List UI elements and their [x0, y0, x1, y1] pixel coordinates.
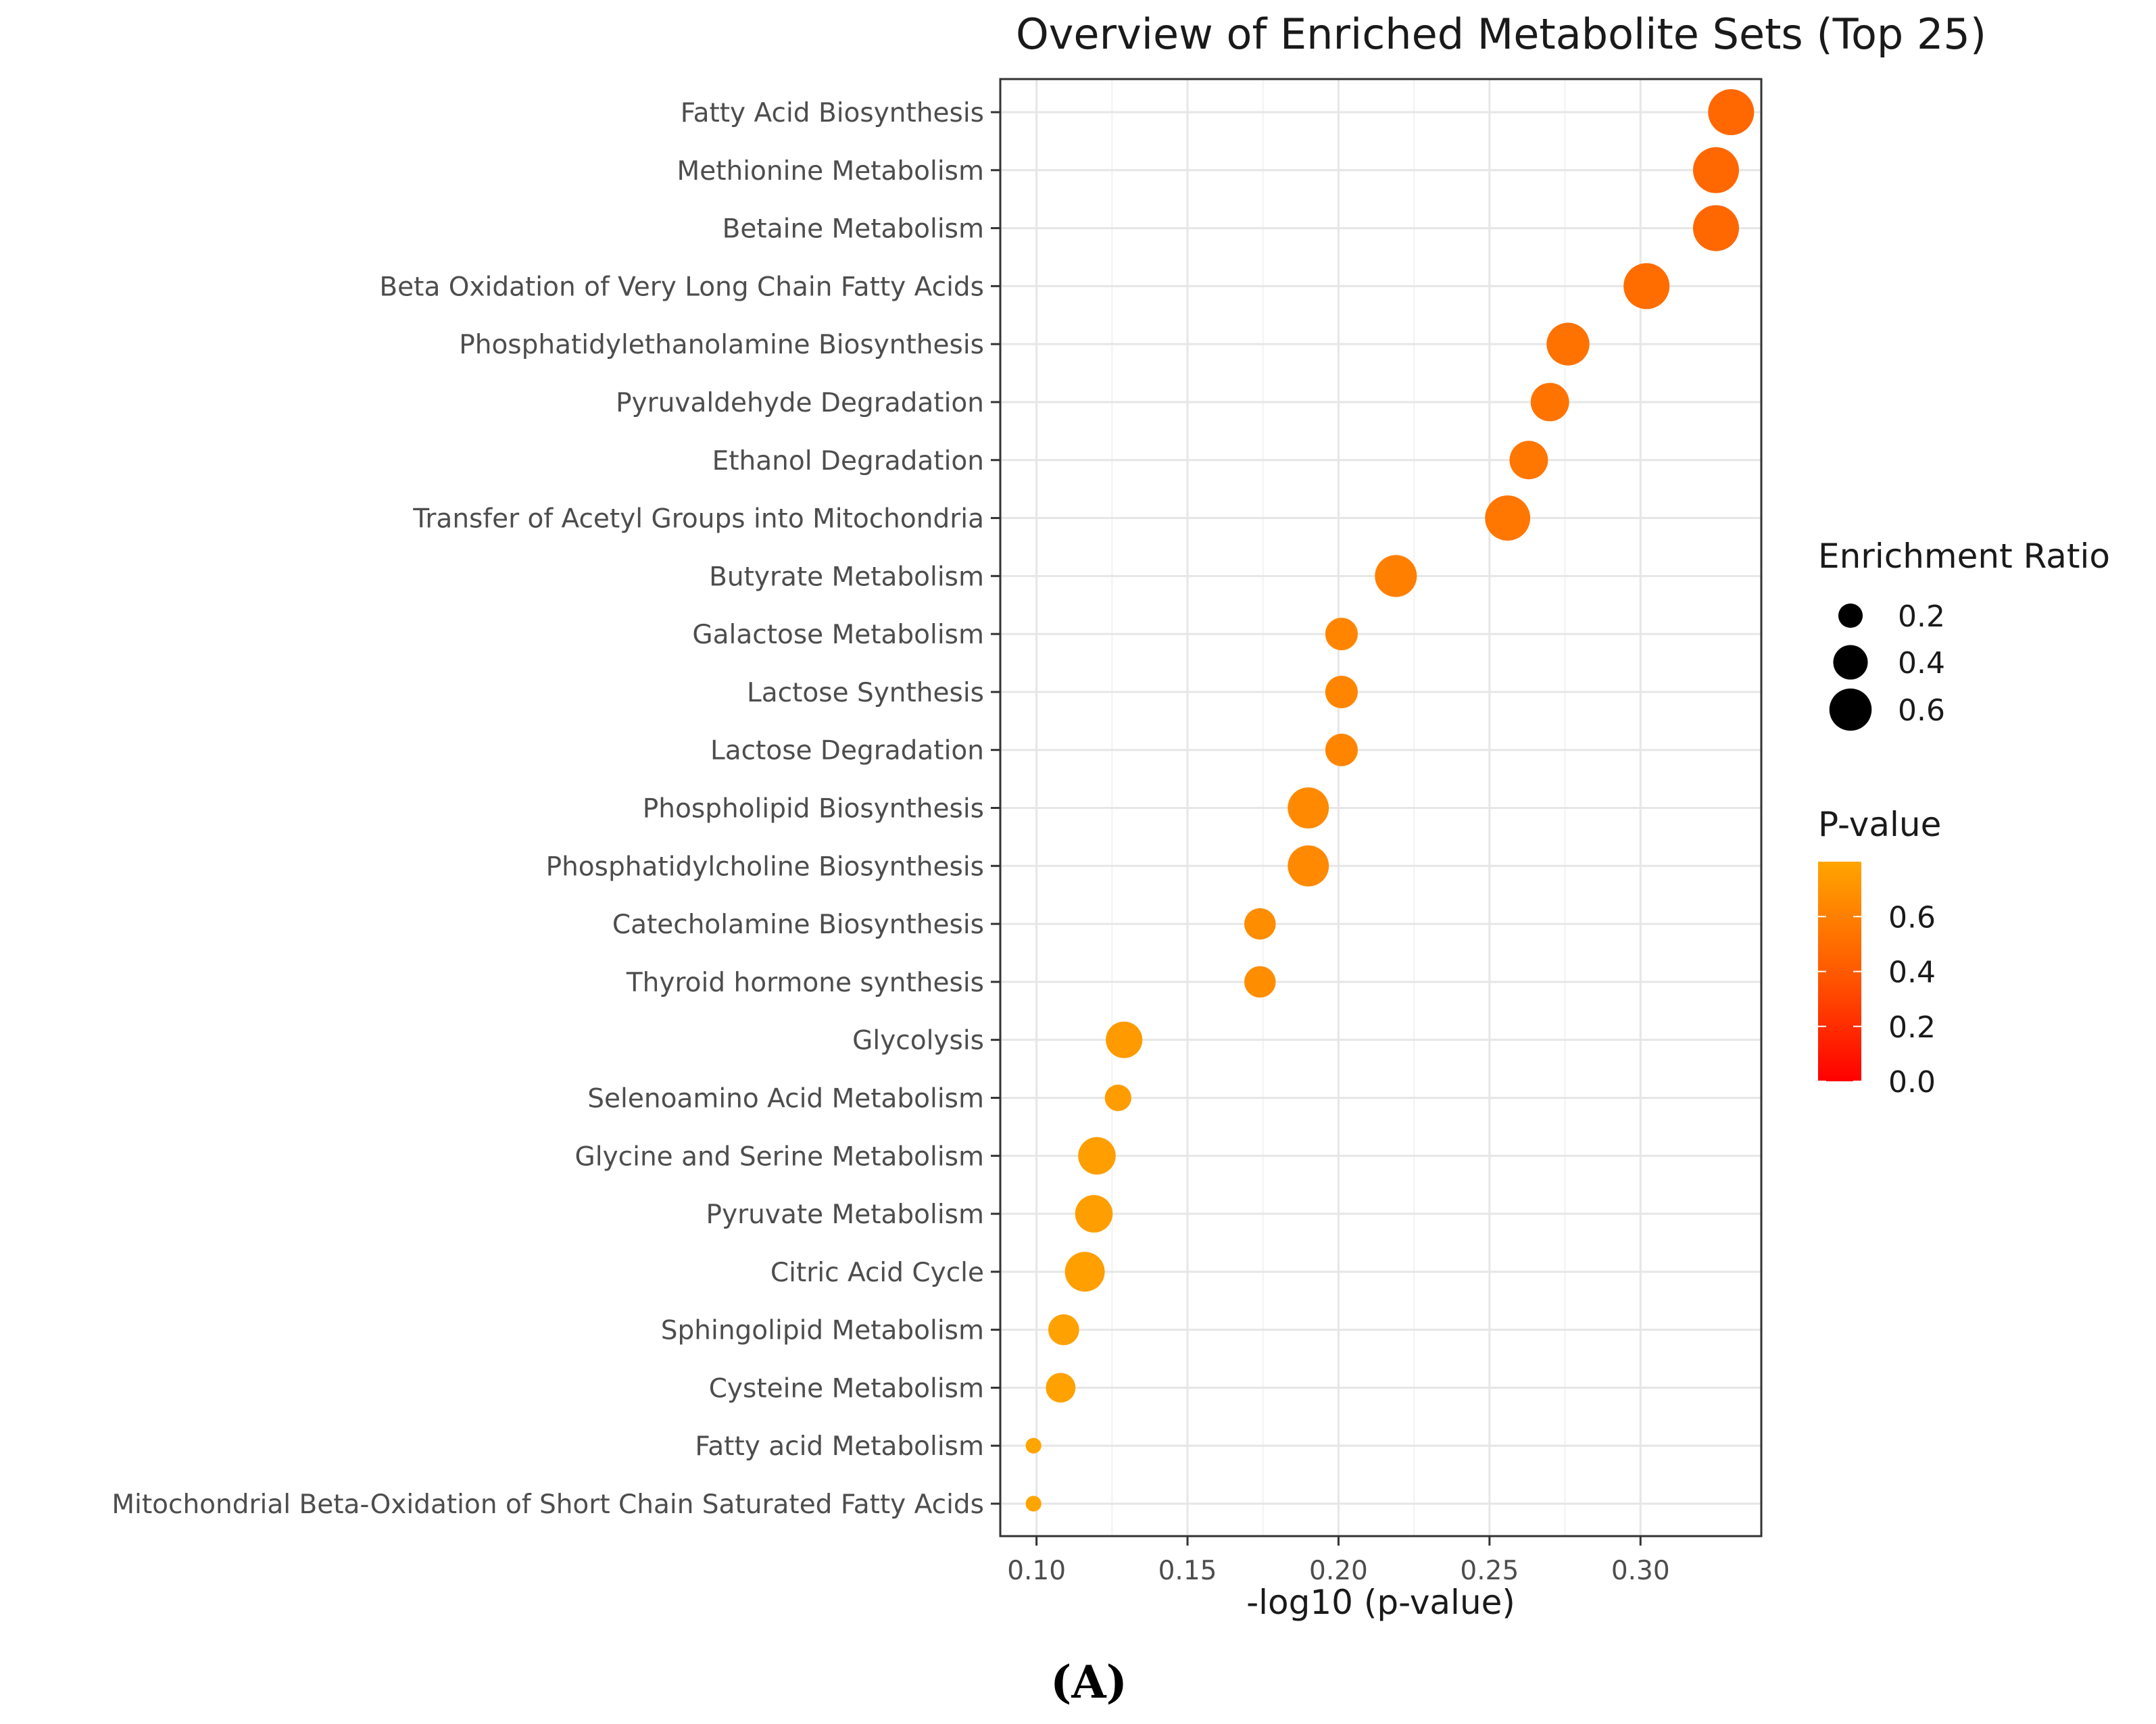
data-point	[1025, 1496, 1042, 1512]
y-tick-label: Lactose Degradation	[710, 736, 984, 766]
data-point	[1048, 1314, 1079, 1346]
x-axis-title: -log10 (p-value)	[1246, 1583, 1515, 1622]
data-point	[1546, 322, 1590, 366]
color-legend-ticks: 0.6 0.4 0.2 0.0	[1818, 900, 1936, 1100]
size-legend-label: 0.6	[1898, 693, 1945, 728]
data-points	[1025, 89, 1755, 1512]
y-axis-ticks	[991, 111, 1000, 1505]
data-point	[1288, 787, 1329, 829]
color-legend-label: 0.4	[1888, 956, 1936, 990]
data-point	[1244, 908, 1276, 940]
color-legend-label: 0.6	[1888, 900, 1936, 935]
data-point	[1708, 89, 1755, 135]
x-tick-label: 0.10	[1007, 1556, 1066, 1586]
y-tick-label: Glycine and Serine Metabolism	[575, 1141, 984, 1172]
x-tick-label: 0.30	[1611, 1556, 1670, 1586]
data-point	[1104, 1084, 1131, 1112]
y-tick-label: Phosphatidylcholine Biosynthesis	[546, 852, 984, 882]
data-point	[1106, 1021, 1143, 1058]
data-point	[1025, 1437, 1042, 1454]
y-tick-label: Lactose Synthesis	[747, 678, 984, 708]
y-axis-labels: Fatty Acid Biosynthesis Methionine Metabo…	[112, 98, 984, 1520]
x-tick-label: 0.20	[1309, 1556, 1368, 1586]
data-point	[1485, 495, 1531, 541]
y-tick-label: Betaine Metabolism	[722, 214, 984, 245]
y-tick-label: Sphingolipid Metabolism	[661, 1316, 984, 1346]
x-axis-labels: 0.10 0.15 0.20 0.25 0.30	[1007, 1556, 1669, 1586]
y-tick-label: Ethanol Degradation	[712, 446, 984, 476]
x-tick-label: 0.15	[1158, 1556, 1217, 1586]
size-legend-key	[1829, 688, 1872, 731]
data-point	[1075, 1195, 1113, 1233]
y-tick-label: Butyrate Metabolism	[709, 562, 984, 592]
y-tick-label: Glycolysis	[852, 1026, 984, 1056]
data-point	[1692, 205, 1739, 251]
y-tick-label: Selenoamino Acid Metabolism	[587, 1083, 984, 1114]
size-legend-key	[1833, 645, 1868, 680]
chart-title: Overview of Enriched Metabolite Sets (To…	[1016, 9, 1986, 59]
y-tick-label: Phosphatidylethanolamine Biosynthesis	[459, 330, 984, 360]
data-point	[1325, 675, 1358, 708]
y-tick-label: Mitochondrial Beta-Oxidation of Short Ch…	[112, 1489, 984, 1520]
y-tick-label: Transfer of Acetyl Groups into Mitochond…	[412, 504, 984, 535]
y-tick-label: Fatty Acid Biosynthesis	[681, 98, 984, 128]
size-legend-title: Enrichment Ratio	[1818, 537, 2110, 576]
color-legend-title: P-value	[1818, 805, 1941, 844]
data-point	[1325, 733, 1358, 766]
y-tick-label: Thyroid hormone synthesis	[626, 968, 984, 998]
y-tick-label: Cysteine Metabolism	[709, 1373, 984, 1404]
data-point	[1046, 1373, 1076, 1403]
y-tick-label: Methionine Metabolism	[677, 156, 984, 187]
data-point	[1244, 966, 1276, 998]
x-axis-ticks	[1035, 1536, 1642, 1546]
size-legend: 0.2 0.4 0.6	[1829, 599, 1945, 731]
data-point	[1325, 618, 1358, 651]
data-point	[1692, 147, 1739, 193]
data-point	[1288, 845, 1329, 887]
y-tick-label: Pyruvaldehyde Degradation	[616, 388, 984, 418]
panel-label: (A)	[1050, 1656, 1127, 1708]
size-legend-key	[1838, 603, 1863, 629]
x-tick-label: 0.25	[1460, 1556, 1519, 1586]
color-legend-label: 0.2	[1888, 1010, 1936, 1045]
data-point	[1375, 555, 1417, 597]
y-tick-label: Galactose Metabolism	[692, 620, 984, 650]
data-point	[1078, 1137, 1116, 1175]
data-point	[1623, 263, 1670, 310]
y-tick-label: Phospholipid Biosynthesis	[643, 794, 984, 824]
y-tick-label: Fatty acid Metabolism	[695, 1431, 984, 1462]
data-point	[1509, 441, 1548, 480]
y-tick-label: Catecholamine Biosynthesis	[612, 910, 984, 940]
data-point	[1064, 1252, 1105, 1292]
y-tick-label: Pyruvate Metabolism	[706, 1200, 984, 1230]
size-legend-label: 0.4	[1898, 646, 1945, 681]
data-point	[1530, 383, 1569, 422]
y-tick-label: Beta Oxidation of Very Long Chain Fatty …	[379, 272, 984, 302]
y-tick-label: Citric Acid Cycle	[770, 1258, 984, 1288]
color-legend-label: 0.0	[1888, 1065, 1936, 1100]
size-legend-label: 0.2	[1898, 599, 1945, 634]
